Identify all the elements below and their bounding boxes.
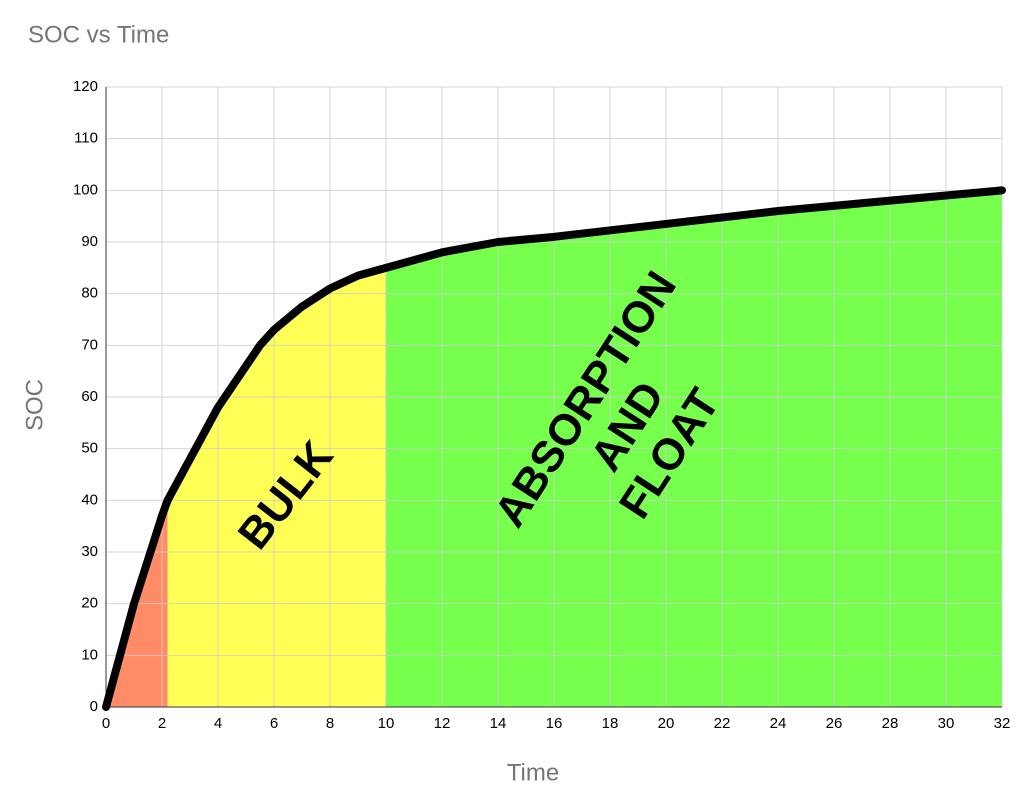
y-tick-label: 30 bbox=[81, 543, 98, 560]
x-tick-label: 8 bbox=[326, 715, 334, 732]
x-tick-label: 4 bbox=[214, 715, 222, 732]
x-tick-label: 0 bbox=[102, 715, 110, 732]
y-tick-label: 50 bbox=[81, 440, 98, 457]
x-tick-label: 30 bbox=[938, 715, 955, 732]
x-tick-label: 2 bbox=[158, 715, 166, 732]
soc-line bbox=[102, 186, 1006, 711]
x-tick-label: 12 bbox=[434, 715, 451, 732]
x-tick-label: 18 bbox=[602, 715, 619, 732]
y-tick-label: 110 bbox=[74, 130, 98, 147]
x-tick-label: 26 bbox=[826, 715, 843, 732]
x-tick-label: 6 bbox=[270, 715, 278, 732]
y-tick-label: 0 bbox=[90, 698, 98, 715]
y-tick-label: 40 bbox=[81, 491, 98, 508]
y-tick-label: 120 bbox=[73, 78, 98, 95]
x-tick-label: 14 bbox=[490, 715, 507, 732]
y-tick-label: 100 bbox=[73, 181, 98, 198]
x-tick-label: 28 bbox=[882, 715, 899, 732]
y-tick-label: 20 bbox=[81, 595, 98, 612]
y-tick-label: 80 bbox=[81, 285, 98, 302]
y-tick-label: 90 bbox=[81, 233, 98, 250]
x-tick-label: 32 bbox=[994, 715, 1011, 732]
chart-title: SOC vs Time bbox=[28, 21, 169, 48]
x-tick-label: 10 bbox=[378, 715, 395, 732]
x-tick-label: 22 bbox=[714, 715, 731, 732]
x-tick-label: 24 bbox=[770, 715, 787, 732]
y-tick-label: 10 bbox=[81, 646, 98, 663]
y-tick-label: 60 bbox=[81, 388, 98, 405]
x-tick-label: 16 bbox=[546, 715, 563, 732]
y-tick-label: 70 bbox=[81, 336, 98, 353]
region-area bbox=[167, 267, 386, 707]
y-axis-label: SOC bbox=[21, 379, 48, 431]
x-tick-label: 20 bbox=[658, 715, 675, 732]
x-axis-label: Time bbox=[507, 759, 559, 786]
